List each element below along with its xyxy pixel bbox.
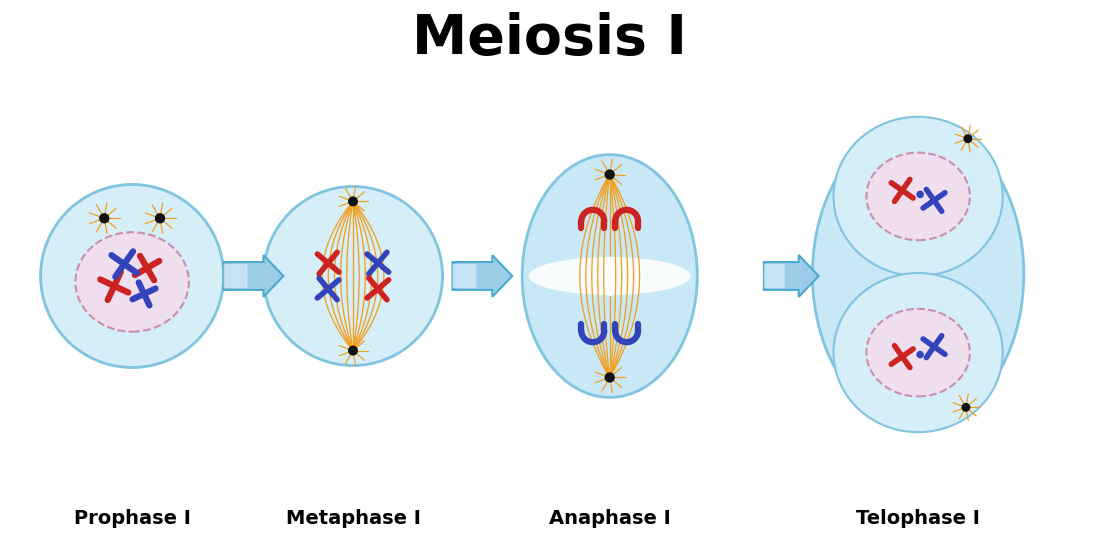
Circle shape bbox=[605, 372, 615, 383]
Text: Metaphase I: Metaphase I bbox=[286, 509, 420, 528]
Ellipse shape bbox=[834, 117, 1003, 276]
Text: Prophase I: Prophase I bbox=[74, 509, 190, 528]
FancyArrow shape bbox=[763, 255, 818, 297]
FancyArrow shape bbox=[223, 255, 284, 297]
Text: Anaphase I: Anaphase I bbox=[549, 509, 671, 528]
Ellipse shape bbox=[834, 273, 1003, 432]
FancyArrow shape bbox=[452, 264, 476, 288]
Ellipse shape bbox=[813, 123, 1024, 426]
FancyArrow shape bbox=[223, 264, 248, 288]
Circle shape bbox=[964, 134, 972, 143]
Ellipse shape bbox=[529, 257, 691, 295]
Text: Meiosis I: Meiosis I bbox=[412, 12, 688, 66]
Text: Telophase I: Telophase I bbox=[856, 509, 980, 528]
Ellipse shape bbox=[867, 309, 970, 396]
Circle shape bbox=[348, 346, 358, 356]
Ellipse shape bbox=[76, 232, 189, 332]
Ellipse shape bbox=[41, 185, 223, 368]
Circle shape bbox=[155, 213, 165, 224]
Circle shape bbox=[916, 351, 924, 358]
FancyArrow shape bbox=[452, 255, 513, 297]
Circle shape bbox=[348, 196, 358, 207]
Circle shape bbox=[916, 191, 924, 198]
Ellipse shape bbox=[867, 153, 970, 240]
Circle shape bbox=[99, 213, 109, 224]
Circle shape bbox=[605, 169, 615, 180]
FancyArrow shape bbox=[763, 264, 784, 288]
Circle shape bbox=[961, 403, 970, 412]
Ellipse shape bbox=[522, 155, 697, 397]
Ellipse shape bbox=[264, 186, 442, 366]
